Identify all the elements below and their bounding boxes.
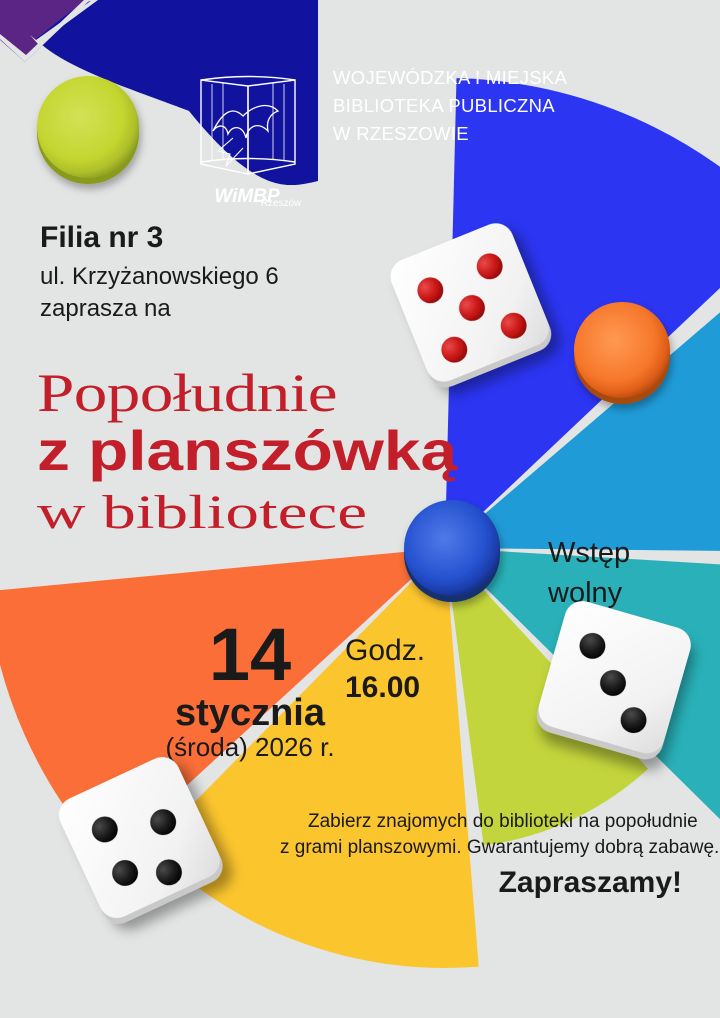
svg-text:Wstęp: Wstęp (548, 537, 630, 569)
svg-text:Popołudnie: Popołudnie (37, 363, 337, 423)
svg-text:zaprasza na: zaprasza na (40, 295, 171, 322)
svg-text:(środa) 2026 r.: (środa) 2026 r. (165, 732, 334, 762)
svg-text:WOJEWÓDZKA I MIEJSKA: WOJEWÓDZKA I MIEJSKA (333, 67, 568, 88)
svg-text:W RZESZOWIE: W RZESZOWIE (333, 123, 469, 144)
svg-text:Zapraszamy!: Zapraszamy! (499, 866, 682, 899)
svg-text:stycznia: stycznia (175, 692, 326, 734)
svg-text:14: 14 (209, 613, 291, 696)
svg-text:BIBLIOTEKA PUBLICZNA: BIBLIOTEKA PUBLICZNA (333, 95, 555, 116)
svg-text:16.00: 16.00 (345, 671, 420, 704)
svg-text:w bibliotece: w bibliotece (37, 486, 367, 539)
svg-text:Rzeszów: Rzeszów (261, 198, 302, 209)
svg-text:Godz.: Godz. (345, 634, 425, 667)
svg-text:ul. Krzyżanowskiego 6: ul. Krzyżanowskiego 6 (40, 263, 279, 290)
svg-text:z planszówką: z planszówką (37, 419, 458, 482)
svg-text:Filia nr 3: Filia nr 3 (40, 221, 163, 254)
svg-text:z grami planszowymi. Gwarantuj: z grami planszowymi. Gwarantujemy dobrą … (280, 837, 719, 858)
svg-text:Zabierz znajomych do bibliotek: Zabierz znajomych do biblioteki na popoł… (308, 811, 698, 832)
